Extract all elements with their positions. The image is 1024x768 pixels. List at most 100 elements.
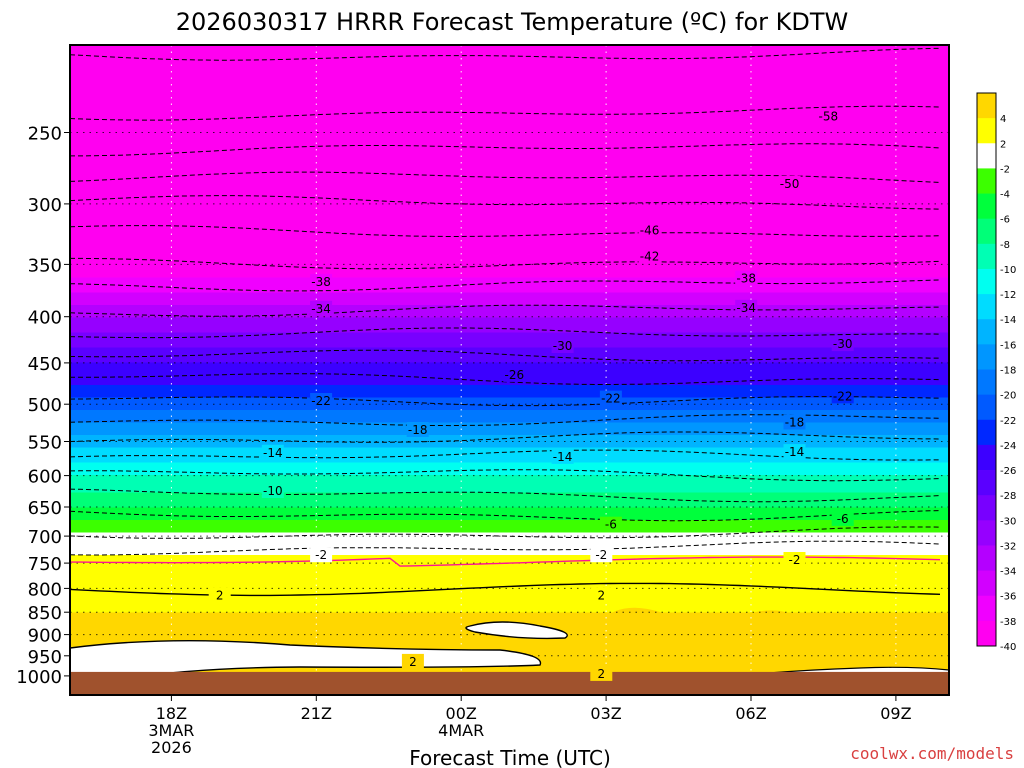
contour-label: -14 xyxy=(263,446,283,460)
temperature-band xyxy=(70,217,949,221)
temperature-band xyxy=(70,467,949,471)
x-tick-label: 09Z xyxy=(880,704,911,723)
colorbar-swatch xyxy=(977,268,996,295)
temperature-band xyxy=(70,345,949,349)
colorbar-swatch xyxy=(977,294,996,320)
temperature-band xyxy=(70,247,949,251)
contour-label-bg xyxy=(783,414,806,430)
temperature-band xyxy=(70,572,949,576)
temperature-band xyxy=(70,202,949,206)
colorbar-swatch xyxy=(977,570,996,597)
temperature-band xyxy=(70,647,949,651)
contour-label-bg xyxy=(590,587,613,603)
isotherm-line xyxy=(70,327,941,339)
temperature-band xyxy=(70,87,949,91)
isotherm-line xyxy=(70,195,941,210)
y-tick-label: 850 xyxy=(28,603,62,624)
colorbar-label: -28 xyxy=(1000,491,1016,502)
temperature-band xyxy=(70,222,949,226)
contour-label-bg xyxy=(735,299,758,315)
contour-label: -30 xyxy=(553,339,573,353)
temperature-band xyxy=(70,602,949,606)
temperature-band xyxy=(70,577,949,581)
contour-label-bg xyxy=(783,444,806,460)
temperature-band xyxy=(70,307,949,311)
temperature-band xyxy=(70,242,949,246)
contour-label: -30 xyxy=(833,337,853,351)
temperature-band xyxy=(70,120,949,124)
temperature-band xyxy=(70,515,949,519)
temperature-band xyxy=(70,292,949,296)
temperature-band xyxy=(70,587,949,591)
contour-label-bg xyxy=(599,390,622,406)
grid-lines xyxy=(70,45,949,695)
temperature-band xyxy=(70,365,949,369)
y-tick-label: 600 xyxy=(28,467,62,488)
temperature-band xyxy=(70,265,949,269)
temperature-band xyxy=(70,360,949,364)
temperature-band xyxy=(70,180,949,184)
temperature-band xyxy=(70,110,949,114)
temperature-band xyxy=(70,522,949,526)
contour-label: -18 xyxy=(408,423,428,437)
credit-text: coolwx.com/models xyxy=(850,744,1014,763)
warm-patch-layer xyxy=(599,607,811,666)
temperature-band xyxy=(70,382,949,386)
temperature-band xyxy=(70,175,949,179)
colorbar-swatch xyxy=(977,419,996,446)
colorbar-label: -32 xyxy=(1000,542,1016,553)
temperature-band xyxy=(70,272,949,276)
contour-label-bg xyxy=(406,422,429,437)
temperature-band xyxy=(70,385,949,389)
temperature-band xyxy=(70,80,949,84)
contour-label-bg xyxy=(551,338,574,353)
temperature-band xyxy=(70,540,949,544)
chart-title: 2026030317 HRRR Forecast Temperature (ºC… xyxy=(176,8,849,36)
temperature-band xyxy=(70,615,949,619)
contour-label: 2 xyxy=(409,655,417,669)
temperature-band xyxy=(70,617,949,621)
contour-label: -42 xyxy=(640,249,660,263)
temperature-band xyxy=(70,392,949,396)
temperature-band xyxy=(70,597,949,601)
temperature-band xyxy=(70,130,949,134)
temperature-band xyxy=(70,637,949,641)
contour-label: -46 xyxy=(640,224,660,238)
temperature-band xyxy=(70,100,949,104)
temperature-band xyxy=(70,95,949,99)
colorbar-swatch xyxy=(977,193,996,220)
temperature-band xyxy=(70,172,949,176)
temperature-band xyxy=(70,605,949,609)
temperature-band xyxy=(70,512,949,516)
temperature-band xyxy=(70,395,949,399)
y-tick-label: 650 xyxy=(28,498,62,519)
contour-label-bg xyxy=(817,108,840,124)
colorbar-label: -2 xyxy=(1000,164,1010,175)
contour-label-bg xyxy=(778,175,801,191)
temperature-band xyxy=(70,480,949,484)
x-tick-label: 06Z xyxy=(735,704,766,723)
contour-label: -22 xyxy=(311,394,331,408)
temperature-band xyxy=(70,90,949,94)
plot-frame xyxy=(69,44,950,696)
ground-fill xyxy=(70,671,949,695)
temperature-band xyxy=(70,270,949,274)
y-tick-label: 700 xyxy=(28,527,62,548)
y-tick-label: 400 xyxy=(28,308,62,329)
temperature-band xyxy=(70,72,949,76)
temperature-band xyxy=(70,490,949,494)
contour-label-bg xyxy=(638,248,661,264)
y-axis: 2503003504004505005506006507007508008509… xyxy=(16,124,70,688)
temperature-band xyxy=(70,52,949,56)
contour-label-bg xyxy=(590,665,613,681)
temperature-band xyxy=(70,550,949,554)
warm-patch xyxy=(599,607,811,666)
contour-label-bg xyxy=(261,483,284,498)
contour-label: -14 xyxy=(553,450,573,464)
y-tick-label: 500 xyxy=(28,395,62,416)
temperature-bands xyxy=(70,45,949,695)
temperature-band xyxy=(70,452,949,456)
temperature-band xyxy=(70,147,949,151)
temperature-band xyxy=(70,255,949,259)
